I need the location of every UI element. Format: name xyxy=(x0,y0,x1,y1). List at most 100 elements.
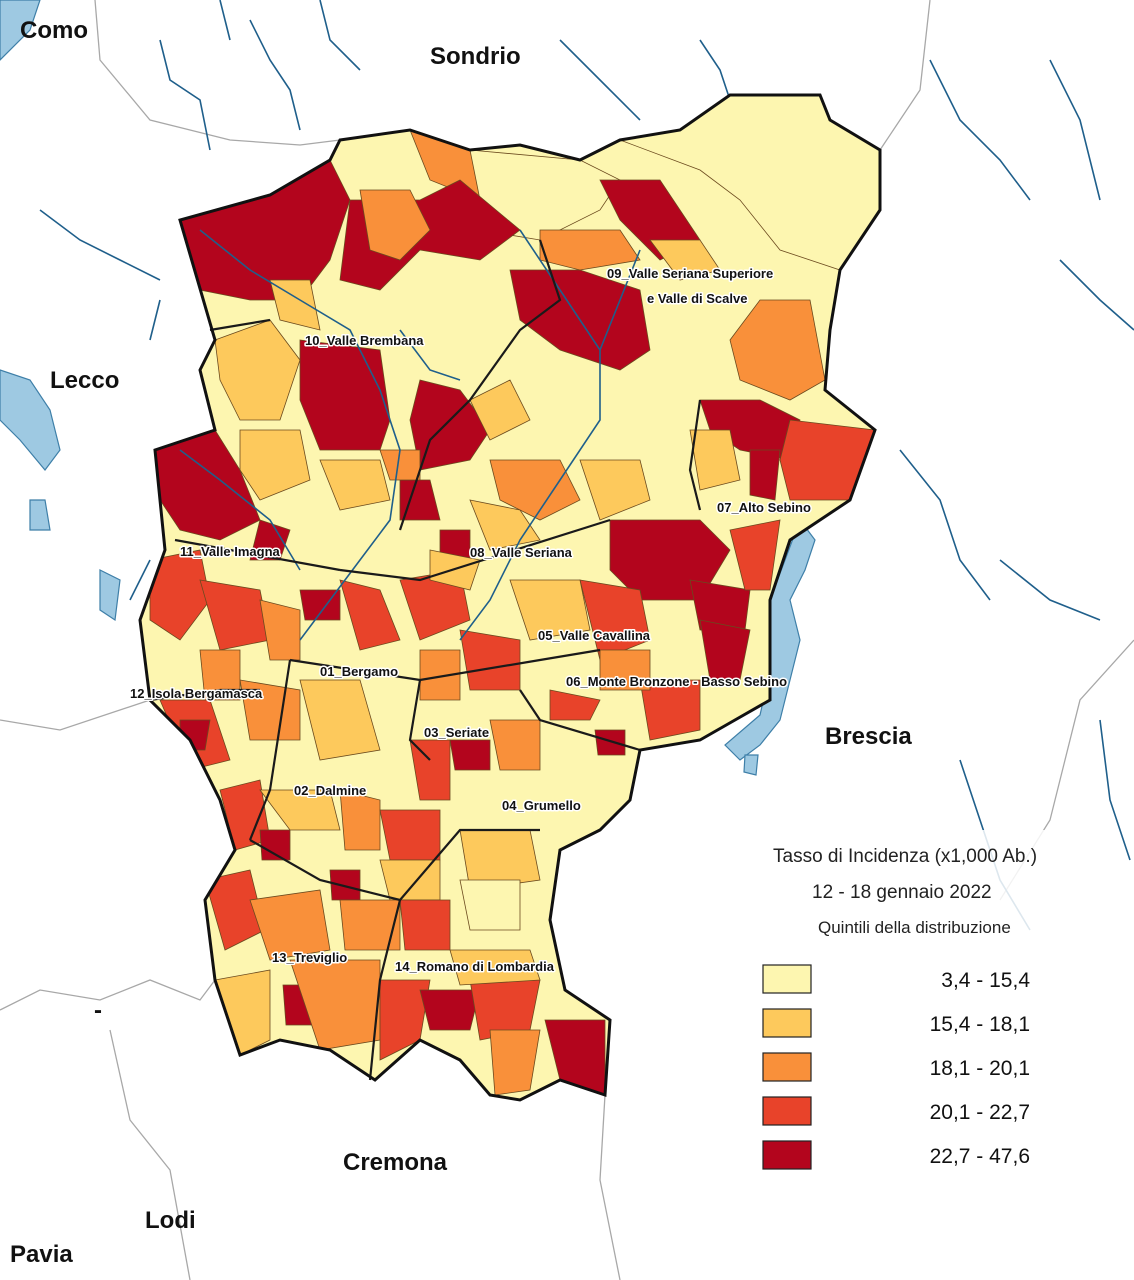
lake-small-1 xyxy=(743,754,759,776)
label-pavia: Pavia xyxy=(10,1241,73,1268)
label-d06: 06_Monte Bronzone - Basso Sebino xyxy=(566,674,787,689)
muni-brembana-orange xyxy=(359,189,431,261)
muni-bg-o1 xyxy=(259,599,301,661)
district-borders xyxy=(149,239,702,1081)
muni-imagna-1 xyxy=(154,429,261,541)
label-d07: 07_Alto Sebino xyxy=(717,500,811,515)
muni-bg-r1 xyxy=(149,549,211,641)
label-sondrio: Sondrio xyxy=(430,43,521,70)
legend-subtitle: Quintili della distribuzione xyxy=(818,918,1011,937)
muni-vb-y1 xyxy=(469,379,531,441)
label-d02: 02_Dalmine xyxy=(294,783,366,798)
muni-rom-o1 xyxy=(489,1029,541,1096)
muni-ser-r2 xyxy=(409,739,451,801)
lake-lecco-branch xyxy=(29,499,51,531)
legend: Tasso di Incidenza (x1,000 Ab.) 12 - 18 … xyxy=(750,830,1050,1170)
muni-dal-o2 xyxy=(339,789,381,851)
label-d09-line1: 09_Valle Seriana Superiore xyxy=(607,266,773,281)
rivers-outside xyxy=(39,0,1134,931)
muni-vc-o1 xyxy=(729,519,781,591)
muni-as-y1 xyxy=(689,429,741,491)
legend-range-3: 18,1 - 20,1 xyxy=(930,1057,1030,1080)
province-border xyxy=(138,93,882,1102)
muni-bg-r5 xyxy=(459,629,521,691)
muni-dal-r2 xyxy=(259,829,291,861)
label-d09-line2: e Valle di Scalve xyxy=(647,291,747,306)
muni-ser-r1 xyxy=(449,739,491,771)
muni-rom-r2 xyxy=(419,989,481,1031)
rivers-inside xyxy=(179,229,641,641)
lake-como xyxy=(0,369,61,471)
label-d03: 03_Seriate xyxy=(424,725,489,740)
muni-seriana-sup-o xyxy=(539,229,641,271)
label-d13: 13_Treviglio xyxy=(272,950,347,965)
legend-period: 12 - 18 gennaio 2022 xyxy=(812,882,992,903)
label-d04: 04_Grumello xyxy=(502,798,581,813)
muni-dal-o1 xyxy=(259,789,341,831)
legend-range-2: 15,4 - 18,1 xyxy=(930,1013,1030,1036)
district-labels: 09_Valle Seriana Superiore e Valle di Sc… xyxy=(129,265,813,976)
label-d12: 12_Isola Bergamasca xyxy=(130,686,263,701)
muni-bg-r3 xyxy=(339,579,401,651)
muni-gr-r2 xyxy=(594,729,626,756)
lake-como-upper xyxy=(0,0,41,61)
muni-tr-o1 xyxy=(249,889,331,961)
label-d01: 01_Bergamo xyxy=(320,664,398,679)
muni-dal-o3 xyxy=(379,809,441,861)
muni-tr-r3 xyxy=(399,899,451,951)
muni-vc-o2 xyxy=(579,579,651,661)
legend-swatch-2 xyxy=(762,1008,812,1038)
legend-background xyxy=(750,830,1050,990)
label-lecco: Lecco xyxy=(50,367,119,394)
muni-tr-r2 xyxy=(329,869,361,901)
label-d14: 14_Romano di Lombardia xyxy=(395,959,555,974)
label-d11: 11_Valle Imagna xyxy=(180,544,281,559)
muni-as-r2 xyxy=(779,419,876,501)
muni-seriana-sup-y xyxy=(649,239,721,281)
muni-gr-r1 xyxy=(549,689,601,721)
muni-vb-o4 xyxy=(379,449,421,481)
muni-vb-1 xyxy=(299,339,391,451)
muni-as-r3 xyxy=(749,449,781,501)
muni-tr-y1 xyxy=(214,969,271,1056)
muni-vs-y1 xyxy=(579,459,651,521)
municipality-choropleth xyxy=(140,95,880,1100)
label-como: Como xyxy=(20,17,88,44)
muni-bg-y1 xyxy=(299,679,381,761)
label-d05: 05_Valle Cavallina xyxy=(538,628,651,643)
muni-vb-o2 xyxy=(239,429,311,501)
label-d08: 08_Valle Seriana xyxy=(470,545,573,560)
legend-swatch-3 xyxy=(762,1052,812,1082)
legend-range-4: 20,1 - 22,7 xyxy=(930,1101,1030,1124)
label-brescia: Brescia xyxy=(825,723,912,750)
muni-rom-y1 xyxy=(449,949,541,986)
label-cremona: Cremona xyxy=(343,1149,448,1176)
muni-vs-o1 xyxy=(489,459,581,521)
label-d10: 10_Valle Brembana xyxy=(305,333,424,348)
label-lodi: Lodi xyxy=(145,1207,196,1234)
muni-gr-o1 xyxy=(639,679,701,741)
label-dash: - xyxy=(94,997,102,1024)
legend-title: Tasso di Incidenza (x1,000 Ab.) xyxy=(773,846,1037,867)
muni-mid-y1 xyxy=(459,879,521,931)
legend-swatch-4 xyxy=(762,1096,812,1126)
muni-ser-o1 xyxy=(489,719,541,771)
muni-scalve-o xyxy=(729,299,826,401)
legend-range-1: 3,4 - 15,4 xyxy=(941,969,1030,992)
province-labels: Como Sondrio Lecco Brescia Cremona Lodi … xyxy=(10,17,912,1268)
muni-gr-o2 xyxy=(599,649,651,691)
legend-swatch-1 xyxy=(762,964,812,994)
legend-items: 3,4 - 15,4 15,4 - 18,1 18,1 - 20,1 20,1 - 2… xyxy=(762,964,1030,1170)
lake-garlate xyxy=(99,569,121,622)
muni-isola-o1 xyxy=(199,649,241,701)
muni-vc-y1 xyxy=(509,579,591,641)
legend-range-5: 22,7 - 47,6 xyxy=(930,1145,1030,1168)
muni-vc-r3 xyxy=(699,619,751,681)
muni-vb-o3 xyxy=(319,459,391,511)
muni-imagna-3 xyxy=(299,589,341,621)
muni-brembana-y xyxy=(269,279,321,331)
muni-dal-y1 xyxy=(379,859,441,901)
legend-swatch-5 xyxy=(762,1140,812,1170)
muni-vb-2 xyxy=(409,379,491,471)
